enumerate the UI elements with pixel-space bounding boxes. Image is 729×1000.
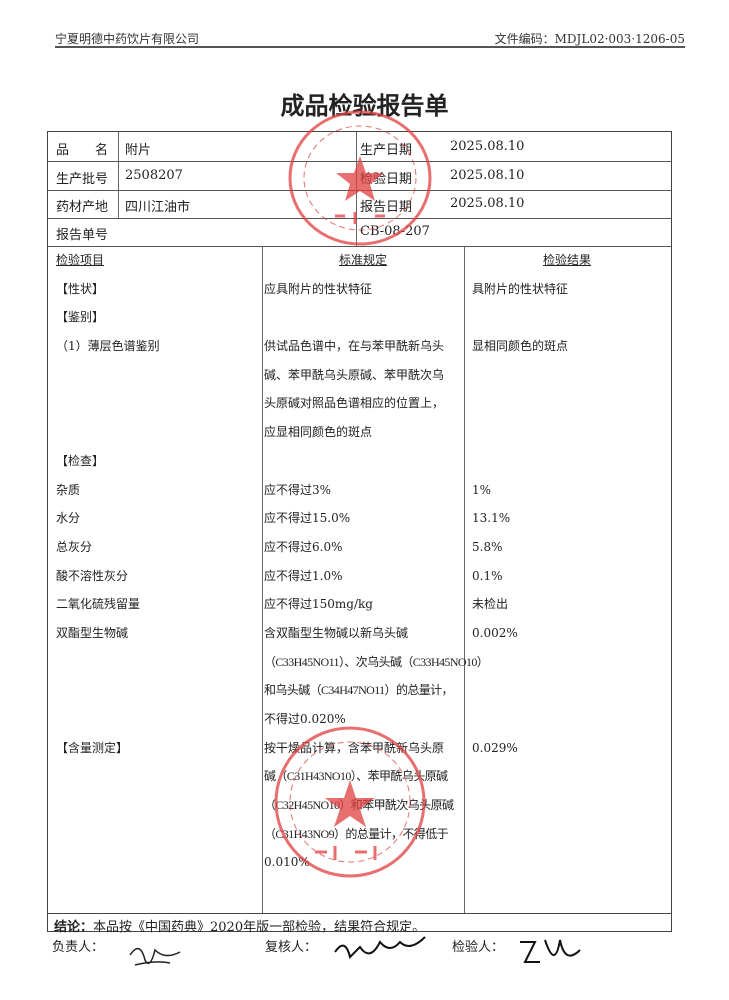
standard-line: 含双酯型生物碱以新乌头碱 — [264, 625, 409, 640]
signature-reviewer — [334, 936, 426, 959]
report-date-label: 报告日期 — [360, 200, 413, 215]
column-divider — [356, 132, 357, 246]
report-table: 品 名 附片 生产日期 2025.08.10 生产批号 2508207 检验日期… — [47, 131, 672, 935]
test-items: 检验项目 【性状】 【鉴别】 （1）薄层色谱鉴别 【检查】 杂质 水分 总灰分 … — [48, 246, 671, 913]
column-header-item: 检验项目 — [56, 253, 105, 267]
standard-line: 碱、苯甲酰乌头原碱、苯甲酰次乌 — [264, 367, 445, 382]
origin-label: 药材产地 — [56, 200, 109, 215]
standard-line: （C31H43NO9）的总量计，不得低于 — [264, 826, 449, 841]
report-date-value: 2025.08.10 — [450, 196, 525, 211]
info-row: 报告单号 CB-08-207 — [48, 217, 671, 247]
standard: 应不得过3% — [264, 482, 332, 497]
result: 0.1% — [472, 568, 503, 583]
inspector-label: 检验人： — [452, 940, 505, 955]
conclusion-label: 结论： — [54, 920, 94, 935]
standard-line: 和乌头碱（C34H47NO11）的总量计， — [264, 683, 454, 698]
item: 酸不溶性灰分 — [56, 568, 129, 583]
standard-line: 应显相同颜色的斑点 — [264, 425, 373, 440]
result: 0.002% — [472, 625, 518, 640]
item: 总灰分 — [56, 539, 93, 554]
item: 杂质 — [56, 482, 81, 497]
standard-line: 碱（C31H43NO10）、苯甲酰乌头原碱 — [264, 769, 448, 784]
conclusion: 结论：本品按《中国药典》2020年版一部检验，结果符合规定。 — [48, 913, 671, 937]
item: 【含量测定】 — [56, 740, 129, 755]
standard-line: 不得过0.020% — [264, 712, 346, 726]
item: 【检查】 — [56, 453, 105, 468]
standard: 应不得过1.0% — [264, 568, 343, 583]
reviewer-label: 复核人： — [265, 940, 318, 955]
result: 未检出 — [472, 597, 509, 612]
company-name: 宁夏明德中药饮片有限公司 — [55, 32, 200, 46]
column-divider — [464, 246, 465, 913]
info-row: 生产批号 2508207 检验日期 2025.08.10 — [48, 161, 671, 191]
item: 【性状】 — [56, 281, 105, 296]
test-date-value: 2025.08.10 — [450, 168, 525, 183]
responsible-label: 负责人： — [52, 940, 105, 955]
page-title: 成品检验报告单 — [280, 92, 449, 120]
column-header-result: 检验结果 — [542, 253, 591, 267]
standard-line: （C32H45NO10）和苯甲酰次乌头原碱 — [264, 798, 454, 813]
item: 水分 — [56, 511, 81, 526]
column-divider — [262, 246, 263, 913]
origin-value: 四川江油市 — [125, 200, 191, 215]
signature-inspector — [520, 939, 581, 963]
column-divider — [118, 132, 119, 218]
item: （1）薄层色谱鉴别 — [56, 339, 160, 354]
signature-responsible — [129, 947, 181, 966]
report-no-value: CB-08-207 — [360, 224, 430, 239]
result-column: 检验结果 具附片的性状特征 显相同颜色的斑点 1% 13.1% 5.8% 0.1… — [472, 246, 662, 762]
standard-line: 供试品色谱中，在与苯甲酰新乌头 — [264, 339, 445, 354]
prod-date-label: 生产日期 — [360, 143, 413, 158]
document-code: 文件编码：MDJL02·003·1206-05 — [494, 32, 685, 46]
result: 0.029% — [472, 740, 518, 755]
batch-value: 2508207 — [125, 168, 183, 183]
item: 双酯型生物碱 — [56, 625, 129, 640]
result: 5.8% — [472, 539, 503, 554]
standard-line: （C33H45NO11）、次乌头碱（C33H45NO10） — [264, 654, 489, 669]
batch-label: 生产批号 — [56, 172, 109, 187]
prod-date-value: 2025.08.10 — [450, 139, 525, 154]
standard: 应不得过150mg/kg — [264, 597, 373, 612]
item-column: 检验项目 【性状】 【鉴别】 （1）薄层色谱鉴别 【检查】 杂质 水分 总灰分 … — [56, 246, 256, 762]
header-divider — [55, 46, 685, 48]
conclusion-text: 本品按《中国药典》2020年版一部检验，结果符合规定。 — [93, 920, 426, 935]
standard-line: 0.010% — [264, 855, 310, 870]
name-value: 附片 — [125, 143, 152, 158]
standard: 应不得过15.0% — [264, 511, 351, 526]
result: 1% — [472, 482, 492, 497]
info-row: 品 名 附片 生产日期 2025.08.10 — [48, 132, 671, 162]
result: 具附片的性状特征 — [472, 281, 569, 296]
standard-column: 标准规定 应具附片的性状特征 供试品色谱中，在与苯甲酰新乌头 碱、苯甲酰乌头原碱… — [264, 246, 489, 877]
item: 【鉴别】 — [56, 310, 105, 325]
standard-line: 按干燥品计算，含苯甲酰新乌头原 — [264, 740, 445, 755]
result: 显相同颜色的斑点 — [472, 339, 569, 354]
name-label: 品 名 — [56, 143, 109, 158]
standard: 应不得过6.0% — [264, 539, 343, 554]
info-row: 药材产地 四川江油市 报告日期 2025.08.10 — [48, 189, 671, 219]
item: 二氧化硫残留量 — [56, 597, 141, 612]
report-no-label: 报告单号 — [56, 228, 109, 243]
test-date-label: 检验日期 — [360, 172, 413, 187]
result: 13.1% — [472, 511, 511, 526]
column-header-standard: 标准规定 — [338, 253, 387, 267]
standard: 应具附片的性状特征 — [264, 281, 373, 296]
standard-line: 头原碱对照品色谱相应的位置上， — [264, 396, 445, 411]
